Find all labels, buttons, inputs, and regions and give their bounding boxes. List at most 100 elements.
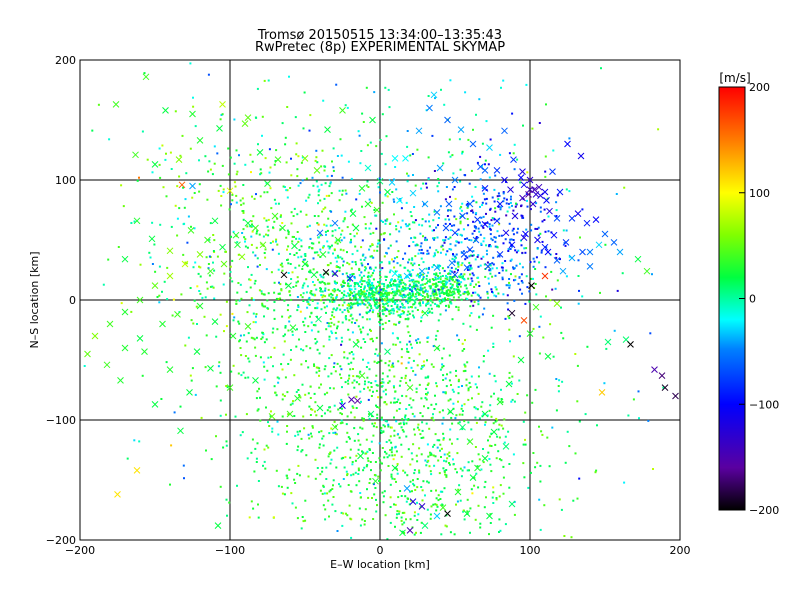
colorbar-tick-label: −200: [749, 504, 779, 517]
data-point: [233, 181, 236, 184]
data-point: [340, 343, 343, 346]
data-point: [343, 282, 346, 284]
data-point: [433, 290, 436, 293]
data-point: [581, 295, 584, 298]
cross-marker: [544, 248, 552, 256]
data-point: [417, 338, 420, 341]
data-point: [296, 296, 299, 298]
data-point: [534, 283, 537, 285]
data-point: [452, 390, 455, 393]
data-point: [545, 246, 548, 249]
cross-marker: [451, 271, 459, 279]
data-point: [399, 281, 402, 284]
cross-marker: [399, 529, 406, 537]
data-point: [263, 315, 265, 318]
cross-marker: [339, 402, 346, 409]
data-point: [405, 518, 407, 521]
data-point: [329, 462, 332, 465]
data-point: [450, 266, 453, 269]
data-point: [297, 306, 300, 308]
data-point: [333, 288, 336, 290]
cross-marker: [352, 224, 360, 232]
data-point: [446, 457, 449, 460]
data-point: [338, 483, 340, 486]
cross-marker: [349, 210, 357, 217]
data-point: [433, 170, 436, 172]
data-point: [418, 447, 421, 450]
data-point: [455, 218, 458, 221]
data-point: [393, 300, 396, 303]
data-point: [534, 268, 537, 270]
data-point: [426, 249, 429, 252]
data-point: [296, 328, 298, 331]
data-point: [462, 228, 465, 231]
data-point: [295, 345, 298, 348]
data-point: [391, 191, 394, 193]
data-point: [334, 256, 337, 259]
data-point: [512, 209, 515, 212]
data-point: [198, 190, 201, 193]
data-point: [458, 290, 461, 293]
data-point: [380, 152, 383, 155]
data-point: [471, 492, 474, 495]
data-point: [267, 292, 270, 295]
data-point: [349, 273, 352, 276]
data-point: [321, 437, 324, 440]
data-point: [509, 201, 512, 204]
data-point: [348, 276, 351, 279]
data-point: [360, 330, 363, 333]
data-point: [506, 210, 509, 213]
data-point: [195, 305, 198, 308]
data-point: [381, 323, 384, 326]
data-point: [229, 156, 232, 159]
data-point: [444, 198, 447, 201]
data-point: [396, 306, 399, 308]
data-point: [395, 516, 398, 519]
data-point: [578, 477, 581, 480]
cross-marker: [507, 186, 514, 193]
data-point: [420, 453, 423, 456]
data-point: [333, 280, 336, 283]
data-point: [438, 181, 440, 184]
cross-marker: [211, 217, 219, 225]
data-point: [443, 299, 446, 302]
data-point: [368, 389, 371, 392]
data-point: [429, 513, 432, 516]
data-point: [263, 460, 266, 463]
data-point: [331, 314, 334, 317]
data-point: [250, 171, 252, 174]
data-point: [442, 248, 445, 251]
data-point: [448, 279, 451, 282]
data-point: [451, 257, 454, 260]
data-point: [503, 418, 506, 421]
data-point: [410, 499, 412, 502]
data-point: [482, 192, 485, 195]
data-point: [404, 318, 407, 320]
data-point: [189, 62, 192, 65]
x-tick-label: 0: [377, 544, 384, 557]
data-point: [363, 387, 366, 390]
data-point: [600, 67, 602, 70]
data-point: [169, 151, 172, 154]
data-point: [347, 379, 349, 382]
data-point: [388, 360, 391, 363]
data-point: [312, 242, 315, 245]
data-point: [302, 349, 305, 352]
colorbar-label: [m/s]: [719, 71, 750, 85]
data-point: [414, 301, 417, 304]
cross-marker: [271, 212, 279, 220]
data-point: [357, 433, 360, 436]
data-point: [384, 420, 387, 423]
data-point: [367, 386, 369, 389]
data-point: [359, 443, 362, 446]
data-point: [461, 404, 463, 407]
data-point: [443, 459, 445, 462]
data-point: [382, 381, 385, 384]
data-point: [307, 325, 310, 328]
data-point: [380, 219, 383, 222]
data-point: [340, 511, 343, 514]
data-point: [439, 280, 442, 283]
data-point: [394, 343, 397, 346]
cross-marker: [226, 187, 234, 195]
data-point: [441, 267, 444, 270]
